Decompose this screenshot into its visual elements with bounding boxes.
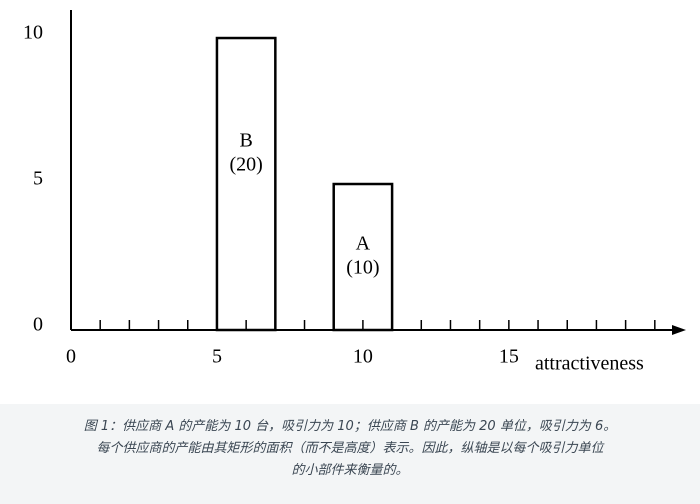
x-tick-label: 15: [499, 346, 519, 368]
chart: attractiveness 0 5 10 15 0 5 10 B(20) A(10): [23, 10, 686, 375]
caption-line: 的小部件来衡量的。: [291, 463, 409, 478]
y-tick-label: 5: [33, 168, 43, 190]
x-tick-label: 0: [66, 346, 76, 368]
x-tick-label: 5: [212, 346, 222, 368]
caption: 图 1：供应商 A 的产能为 10 台，吸引力为 10；供应商 B 的产能为 2…: [0, 404, 700, 504]
bar: [215, 36, 277, 332]
bar-label: B: [239, 130, 252, 152]
y-tick-label: 10: [23, 22, 43, 44]
bar-area-label: (10): [346, 257, 379, 279]
caption-line: 每个供应商的产能由其矩形的面积（而不是高度）表示。因此，纵轴是以每个吸引力单位: [96, 441, 604, 456]
bar-label: A: [356, 233, 371, 255]
x-axis-label: attractiveness: [535, 353, 644, 375]
bar: [332, 182, 394, 332]
caption-line: 图 1：供应商 A 的产能为 10 台，吸引力为 10；供应商 B 的产能为 2…: [83, 419, 617, 434]
x-tick-label: 10: [353, 346, 373, 368]
bar-area-label: (20): [229, 154, 262, 176]
x-axis-arrow: [672, 325, 686, 335]
y-tick-label: 0: [33, 314, 43, 336]
